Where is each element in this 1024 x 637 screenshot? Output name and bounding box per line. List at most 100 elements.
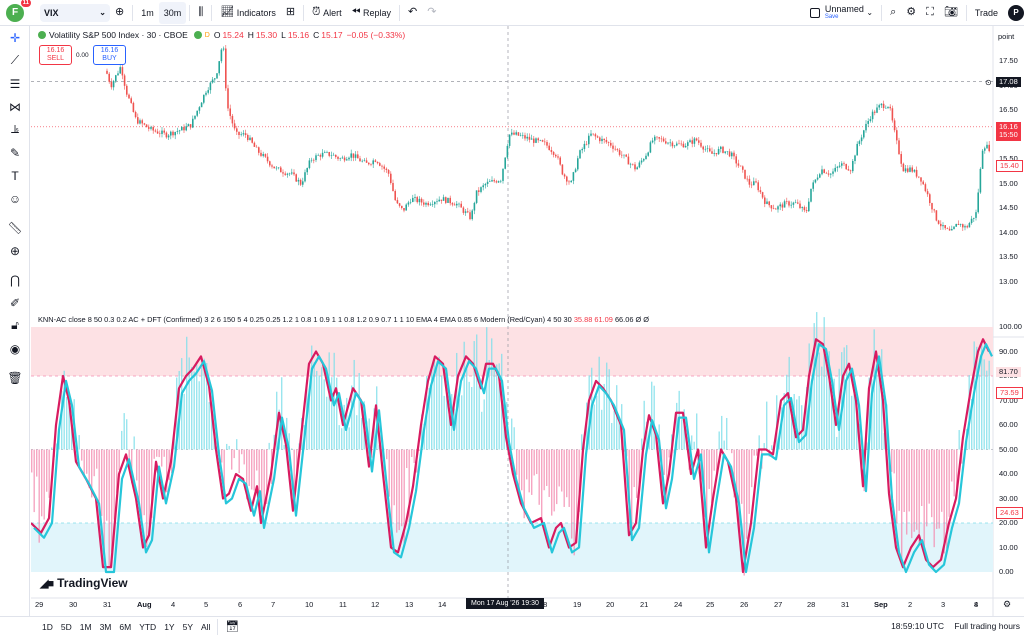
range-all[interactable]: All [201,622,211,632]
candle-body [970,218,973,224]
candle-body [816,177,819,180]
histogram-bar [493,368,495,450]
range-1d[interactable]: 1D [42,622,53,632]
compare-button[interactable]: ⊕ [110,2,129,24]
calendar-icon[interactable]: 📅︎ [225,620,240,633]
histogram-bar [61,390,63,450]
undo-button[interactable]: ↶ [403,2,422,24]
text-tool[interactable]: T [0,164,30,187]
layout-title: Unnamed [824,4,864,14]
forecast-tool[interactable]: ⫡ [0,118,30,141]
candle-body [704,148,707,150]
range-ytd[interactable]: YTD [139,622,157,632]
histogram-bar [606,362,608,450]
candle-body [812,182,814,189]
candle-body [220,49,223,62]
magnet-tool[interactable]: ⋂ [0,268,30,291]
range-5d[interactable]: 5D [60,622,72,632]
price-tick: 16.50 [999,105,1018,115]
alert-button[interactable]: ⏰︎ Alert [307,2,347,24]
candle-body [273,166,275,169]
quick-search-button[interactable]: ⌕ [885,2,901,24]
range-1m[interactable]: 1M [79,622,92,632]
snapshot-button[interactable]: 📷︎ [939,2,963,24]
trade-button[interactable]: Trade [970,2,1003,24]
price-target-icon[interactable]: ⊙ [985,78,992,87]
zoom-tool[interactable]: ⊕ [0,239,30,262]
layout-menu[interactable]: Unnamed Save ⌄ [805,2,878,24]
redo-button[interactable]: ↷ [422,2,441,24]
candle-body [750,184,753,186]
candle-body [266,156,269,162]
candle-body [643,159,645,161]
histogram-bar [806,387,808,450]
candle-body [299,179,302,185]
indicators-button[interactable]: 📈︎ Indicators [215,2,281,24]
candle-body [962,224,964,228]
fib-tool[interactable]: ☰ [0,72,30,95]
histogram-bar [813,323,815,450]
candle-body [808,201,810,212]
interval-1m[interactable]: 1m [136,2,159,24]
trendline-tool[interactable]: ⟋ [0,49,30,72]
user-avatar[interactable]: F 11 [6,0,31,22]
sell-button[interactable]: 16.16 SELL [39,45,72,66]
trendline-icon: ⟋ [10,53,20,67]
icon-tool[interactable]: ☺ [0,187,30,210]
range-6m[interactable]: 6M [119,622,132,632]
candle-body [834,167,836,172]
replay-button[interactable]: ⏪︎ Replay [347,2,396,24]
histogram-bar [753,449,755,456]
brush-tool[interactable]: ✎ [0,141,30,164]
remove-tool[interactable]: 🗑︎ [0,366,30,389]
legend-open-label: O [213,30,221,40]
axis-settings-icon[interactable]: ⚙︎ [1003,599,1012,609]
range-1y[interactable]: 1Y [164,622,175,632]
time-tick: 14 [438,600,447,609]
profile-button[interactable]: P [1003,2,1024,24]
histogram-bar [876,374,878,450]
drawing-mode-tool[interactable]: ✐ [0,291,30,314]
histogram-bar [116,449,118,493]
hide-tool[interactable]: ◉ [0,337,30,360]
chart-canvas[interactable] [31,26,1024,616]
histogram-bar [783,393,785,450]
candle-body [946,228,949,229]
candle-body [572,172,575,181]
candle-body [178,130,181,132]
templates-button[interactable]: ⊞ [281,2,300,24]
buy-button[interactable]: 16.16 BUY [93,45,126,66]
candle-body [865,123,867,131]
symbol-search[interactable]: VIX ⌄ [40,3,110,22]
fullscreen-button[interactable]: ⛶ [921,2,939,24]
legend-title: Volatility S&P 500 Index · 30 · CBOE [49,30,188,40]
histogram-bar [563,449,565,507]
pattern-tool[interactable]: ⋈ [0,95,30,118]
histogram-bar [151,449,153,518]
chart-type-button[interactable]: ⫼ [193,2,208,24]
histogram-bar [878,361,880,450]
interval-30m[interactable]: 30m [158,1,187,24]
settings-button[interactable]: ⚙︎ [901,2,921,24]
chart-area[interactable] [31,26,1024,616]
measure-tool[interactable]: 📏︎ [0,216,30,239]
prev-price-label: 15.40 [996,160,1023,173]
histogram-bar [388,449,390,497]
layout-save-status: Save [824,14,839,20]
forecast-icon: ⫡ [10,122,19,136]
histogram-bar [263,449,265,506]
crosshair-tool[interactable]: ✛ [0,26,30,49]
range-5y[interactable]: 5Y [182,622,193,632]
session-selector[interactable]: Full trading hours [954,621,1020,631]
legend-high-label: H [247,30,254,40]
histogram-bar [921,449,923,507]
time-tick: 8 [974,600,979,609]
lock-tool[interactable]: 🔓︎ [0,314,30,337]
candle-body [977,192,979,213]
ruler-icon: 📏︎ [7,220,23,235]
indicator-legend[interactable]: KNN-AC close 8 50 0.3 0.2 AC + DFT (Conf… [38,315,649,324]
candles-icon: ⫼ [198,6,204,18]
price-axis-unit[interactable]: point [998,32,1015,41]
clock-timezone[interactable]: 18:59:10 UTC [891,621,944,631]
range-3m[interactable]: 3M [99,622,112,632]
